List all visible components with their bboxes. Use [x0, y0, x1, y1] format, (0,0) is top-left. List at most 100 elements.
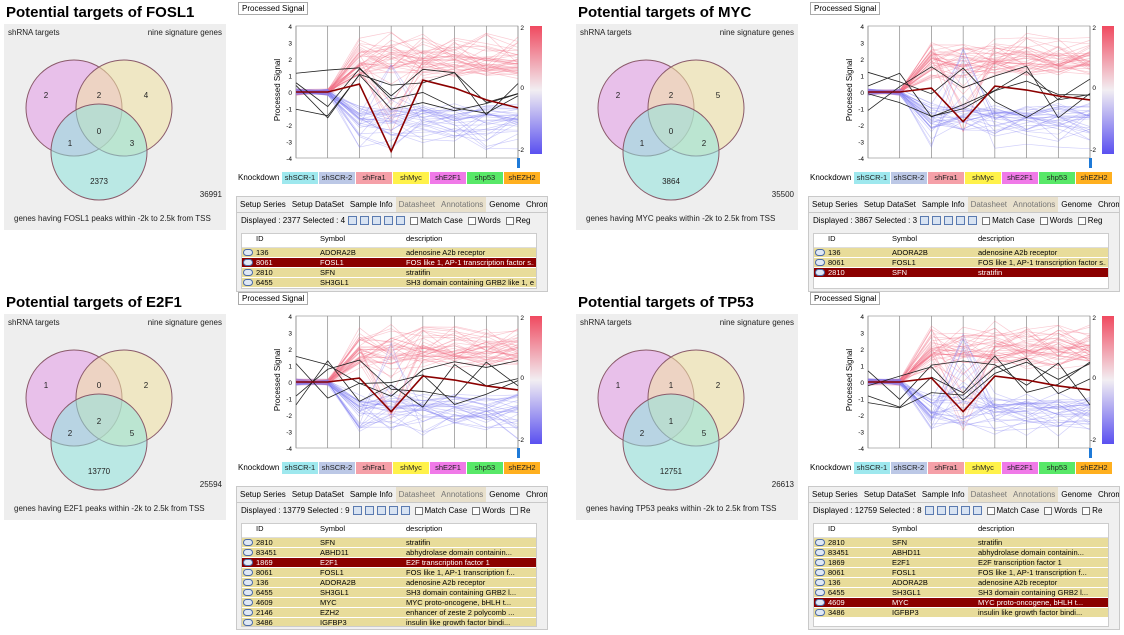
match-case-checkbox[interactable] — [410, 216, 419, 225]
regex-checkbox[interactable] — [510, 506, 519, 515]
row-selector-icon[interactable] — [815, 259, 825, 266]
row-selector-icon[interactable] — [815, 559, 825, 566]
knockdown-shSCR-2[interactable]: shSCR-2 — [891, 462, 927, 474]
row-selector-icon[interactable] — [243, 589, 253, 596]
scroll-thumb[interactable] — [1089, 448, 1092, 458]
signal-select[interactable]: Processed Signal ⌄ — [810, 292, 880, 305]
tools-icon[interactable] — [388, 506, 398, 516]
tab-setup-series[interactable]: Setup Series — [812, 200, 858, 209]
column-header[interactable]: Symbol — [320, 234, 346, 243]
table-row[interactable]: 2810 SFN stratifin — [242, 538, 536, 548]
find-icon[interactable] — [968, 216, 978, 226]
tab-setup-series[interactable]: Setup Series — [240, 200, 286, 209]
column-header[interactable]: ID — [828, 524, 836, 533]
knockdown-shSCR-2[interactable]: shSCR-2 — [319, 462, 355, 474]
row-selector-icon[interactable] — [815, 579, 825, 586]
tab-datasheet[interactable]: Datasheet — [395, 197, 439, 212]
table-row[interactable]: 2146 EZH2 enhancer of zeste 2 polycomb ... — [242, 608, 536, 618]
tab-setup-series[interactable]: Setup Series — [812, 490, 858, 499]
table-icon[interactable] — [924, 506, 934, 516]
chart-icon[interactable] — [372, 216, 382, 226]
row-selector-icon[interactable] — [243, 259, 253, 266]
signal-select[interactable]: Processed Signal ⌄ — [238, 2, 308, 15]
row-selector-icon[interactable] — [243, 619, 253, 626]
table-row[interactable]: 6455 SH3GL1 SH3 domain containing GRB2 lik… — [242, 278, 536, 288]
tab-datasheet[interactable]: Datasheet — [967, 487, 1011, 502]
knockdown-shEZH2[interactable]: shEZH2 — [1076, 462, 1112, 474]
tab-chromosome[interactable]: Chromosome — [525, 200, 547, 209]
tab-setup-dataset[interactable]: Setup DataSet — [291, 200, 344, 209]
knockdown-shE2F1[interactable]: shE2F1 — [430, 462, 466, 474]
tab-chromosome[interactable]: Chromosome — [525, 490, 547, 499]
match-case-checkbox[interactable] — [414, 506, 423, 515]
table-row[interactable]: 1869 E2F1 E2F transcription factor 1 — [814, 558, 1108, 568]
find-icon[interactable] — [396, 216, 406, 226]
words-checkbox[interactable] — [1039, 216, 1048, 225]
table-row[interactable]: 8061 FOSL1 FOS like 1, AP-1 transcription … — [814, 258, 1108, 268]
row-selector-icon[interactable] — [243, 549, 253, 556]
tab-sample-info[interactable]: Sample Info — [349, 490, 393, 499]
row-selector-icon[interactable] — [815, 269, 825, 276]
signal-select[interactable]: Processed Signal ⌄ — [238, 292, 308, 305]
knockdown-shSCR-1[interactable]: shSCR-1 — [854, 172, 890, 184]
row-selector-icon[interactable] — [243, 249, 253, 256]
chart-icon[interactable] — [376, 506, 386, 516]
row-selector-icon[interactable] — [243, 559, 253, 566]
table-row[interactable]: 4609 MYC MYC proto-oncogene, bHLH t... — [242, 598, 536, 608]
table-row[interactable]: 8061 FOSL1 FOS like 1, AP-1 transcription … — [242, 568, 536, 578]
row-selector-icon[interactable] — [243, 609, 253, 616]
knockdown-shEZH2[interactable]: shEZH2 — [504, 462, 540, 474]
regex-checkbox[interactable] — [1082, 506, 1091, 515]
words-checkbox[interactable] — [472, 506, 481, 515]
table-row[interactable]: 83451 ABHD11 abhydrolase domain containin.… — [242, 548, 536, 558]
match-case-checkbox[interactable] — [982, 216, 991, 225]
knockdown-shMyc[interactable]: shMyc — [393, 172, 429, 184]
tools-icon[interactable] — [956, 216, 966, 226]
knockdown-shp53[interactable]: shp53 — [1039, 462, 1075, 474]
table-row[interactable]: 2810 SFN stratifin — [814, 268, 1108, 278]
column-header[interactable]: Symbol — [892, 234, 918, 243]
knockdown-shSCR-2[interactable]: shSCR-2 — [891, 172, 927, 184]
tab-setup-dataset[interactable]: Setup DataSet — [291, 490, 344, 499]
column-header[interactable]: ID — [256, 234, 264, 243]
column-header[interactable]: Symbol — [320, 524, 346, 533]
save-icon[interactable] — [360, 216, 370, 226]
save-icon[interactable] — [932, 216, 942, 226]
tab-datasheet[interactable]: Datasheet — [967, 197, 1011, 212]
column-header[interactable]: description — [978, 234, 1015, 243]
tab-sample-info[interactable]: Sample Info — [921, 200, 965, 209]
tab-setup-series[interactable]: Setup Series — [240, 490, 286, 499]
match-case-checkbox[interactable] — [986, 506, 995, 515]
save-icon[interactable] — [936, 506, 946, 516]
table-icon[interactable] — [348, 216, 358, 226]
table-row[interactable]: 136 ADORA2B adenosine A2b receptor — [814, 578, 1108, 588]
table-row[interactable]: 1869 E2F1 E2F transcription factor 1 — [242, 558, 536, 568]
knockdown-shFra1[interactable]: shFra1 — [928, 462, 964, 474]
column-header[interactable]: description — [406, 524, 443, 533]
signal-select[interactable]: Processed Signal ⌄ — [810, 2, 880, 15]
row-selector-icon[interactable] — [815, 249, 825, 256]
table-icon[interactable] — [352, 506, 362, 516]
knockdown-shSCR-2[interactable]: shSCR-2 — [319, 172, 355, 184]
row-selector-icon[interactable] — [243, 539, 253, 546]
chart-icon[interactable] — [948, 506, 958, 516]
table-row[interactable]: 6455 SH3GL1 SH3 domain containing GRB2 l..… — [242, 588, 536, 598]
knockdown-shFra1[interactable]: shFra1 — [928, 172, 964, 184]
tab-genome[interactable]: Genome — [1061, 490, 1092, 499]
table-row[interactable]: 136 ADORA2B adenosine A2b receptor — [814, 248, 1108, 258]
column-header[interactable]: ID — [256, 524, 264, 533]
knockdown-shE2F1[interactable]: shE2F1 — [1002, 462, 1038, 474]
knockdown-shFra1[interactable]: shFra1 — [356, 462, 392, 474]
regex-checkbox[interactable] — [1077, 216, 1086, 225]
row-selector-icon[interactable] — [243, 599, 253, 606]
table-row[interactable]: 3486 IGFBP3 insulin like growth factor bin… — [814, 608, 1108, 618]
scroll-thumb[interactable] — [517, 448, 520, 458]
knockdown-shEZH2[interactable]: shEZH2 — [1076, 172, 1112, 184]
row-selector-icon[interactable] — [815, 589, 825, 596]
row-selector-icon[interactable] — [243, 269, 253, 276]
tab-genome[interactable]: Genome — [489, 490, 520, 499]
tab-setup-dataset[interactable]: Setup DataSet — [863, 200, 916, 209]
tab-annotations[interactable]: Annotations — [438, 487, 487, 502]
column-header[interactable]: description — [978, 524, 1015, 533]
find-icon[interactable] — [400, 506, 410, 516]
